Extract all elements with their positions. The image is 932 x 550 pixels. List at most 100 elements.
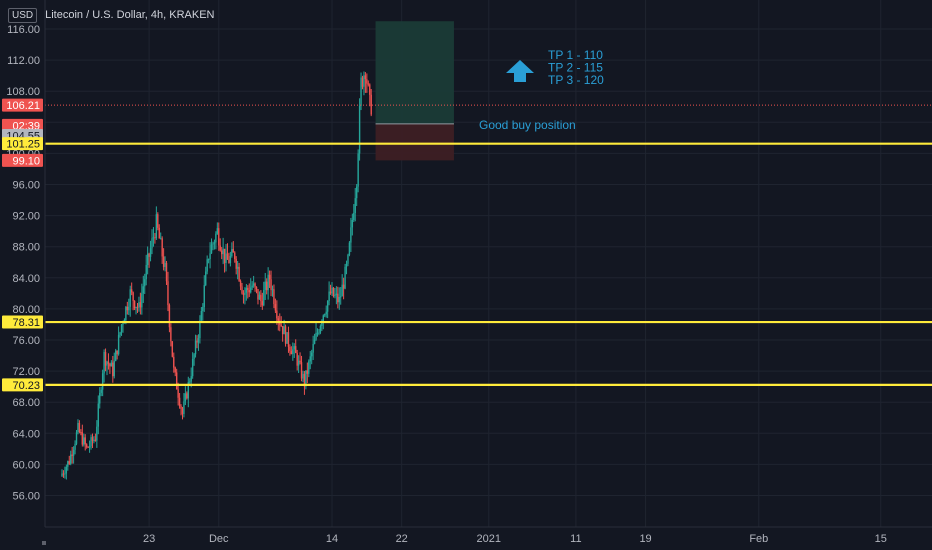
candle-body	[361, 77, 364, 87]
candle-body	[164, 262, 166, 267]
y-tick-label: 76.00	[12, 335, 40, 347]
candle-body	[96, 426, 98, 441]
candle-body	[338, 296, 340, 303]
candle-body	[223, 248, 226, 263]
candle-body	[205, 271, 207, 286]
candle-body	[202, 307, 204, 311]
candle-body	[64, 473, 66, 475]
candle-body	[149, 248, 152, 257]
candle-body	[219, 245, 221, 251]
candle-body	[120, 324, 123, 333]
candle-body	[84, 437, 86, 445]
candle-body	[318, 332, 320, 334]
candle-body	[100, 389, 102, 393]
candle-body	[370, 94, 372, 115]
candles	[61, 71, 372, 480]
candle-body	[190, 376, 192, 382]
candle-body	[303, 373, 306, 387]
candle-body	[168, 305, 171, 328]
price-badge-label: 106.21	[6, 100, 40, 112]
candle-body	[271, 289, 274, 291]
candle-body	[103, 351, 105, 374]
candle-body	[158, 227, 160, 239]
price-badge-bg	[2, 378, 43, 392]
candle-body	[235, 259, 237, 269]
candle-body	[310, 352, 313, 357]
candle-body	[234, 252, 236, 260]
candle-body	[106, 361, 108, 366]
take-profit-label: TP 2 - 115	[548, 61, 603, 75]
candle-body	[215, 233, 217, 243]
price-axis-badge: 101.25	[2, 137, 43, 151]
candle-body	[283, 326, 285, 335]
candle-body	[144, 279, 146, 287]
y-tick-label: 60.00	[12, 459, 40, 471]
candle-body	[290, 351, 293, 355]
candle-body	[334, 294, 336, 297]
candle-body	[287, 332, 290, 347]
candle-body	[286, 332, 288, 344]
price-badge-label: 101.25	[6, 139, 40, 151]
candle-body	[252, 283, 255, 286]
candle-body	[197, 338, 200, 343]
candle-body	[154, 237, 156, 239]
candle-body	[236, 266, 239, 269]
candle-body	[61, 473, 63, 477]
y-tick-label: 64.00	[12, 428, 40, 440]
candle-body	[212, 243, 214, 245]
y-tick-label: 88.00	[12, 242, 40, 254]
candle-body	[87, 446, 89, 448]
candle-body	[207, 259, 210, 261]
candle-body	[115, 350, 117, 361]
candle-body	[180, 406, 182, 409]
candle-body	[306, 370, 309, 374]
candle-body	[174, 367, 176, 373]
x-tick-label: Feb	[749, 533, 768, 545]
candle-body	[305, 370, 307, 387]
grid-lines	[45, 0, 932, 527]
candle-body	[171, 341, 174, 357]
currency-selector[interactable]: USD	[8, 7, 38, 23]
candle-body	[363, 75, 365, 87]
candle-body	[138, 302, 140, 308]
y-tick-label: 96.00	[12, 180, 40, 192]
candle-body	[181, 408, 184, 414]
candle-body	[344, 266, 346, 289]
candle-body	[101, 373, 104, 390]
y-tick-label: 112.00	[7, 55, 40, 67]
y-tick-label: 92.00	[12, 211, 40, 223]
candle-body	[117, 334, 120, 355]
price-axis-badge: 99.10	[2, 153, 43, 167]
candle-body	[358, 105, 361, 154]
candle-body	[148, 253, 150, 257]
candle-body	[350, 227, 352, 243]
x-tick-label: 22	[396, 533, 408, 545]
candle-body	[229, 256, 232, 264]
candle-body	[232, 249, 234, 253]
candle-body	[116, 350, 118, 355]
candle-body	[357, 153, 359, 187]
candle-body	[281, 326, 284, 335]
candle-body	[78, 422, 81, 433]
take-profit-label: TP 1 - 110	[548, 48, 603, 62]
candle-body	[341, 284, 343, 297]
candle-body	[194, 340, 197, 355]
candle-body	[85, 444, 88, 447]
candle-body	[141, 293, 143, 308]
candle-body	[146, 253, 149, 266]
candle-body	[238, 266, 240, 282]
candle-body	[319, 325, 322, 333]
candle-body	[315, 332, 317, 340]
candle-body	[191, 358, 194, 377]
candle-body	[128, 306, 130, 311]
candle-body	[312, 343, 314, 353]
candle-body	[244, 292, 246, 295]
candle-body	[136, 306, 139, 308]
y-tick-label: 84.00	[12, 273, 40, 285]
candle-body	[261, 301, 264, 306]
candle-body	[313, 339, 316, 344]
candle-body	[162, 256, 165, 267]
candle-body	[77, 422, 79, 433]
candle-body	[337, 293, 339, 303]
